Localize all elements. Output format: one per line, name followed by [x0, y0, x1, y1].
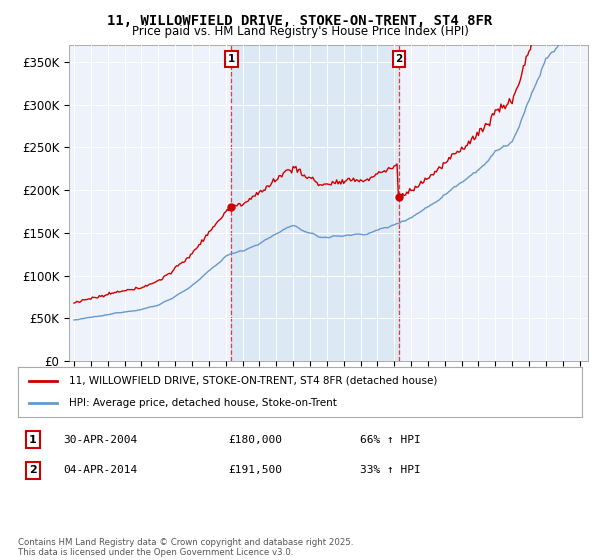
- Text: Price paid vs. HM Land Registry's House Price Index (HPI): Price paid vs. HM Land Registry's House …: [131, 25, 469, 38]
- Text: HPI: Average price, detached house, Stoke-on-Trent: HPI: Average price, detached house, Stok…: [69, 398, 337, 408]
- Text: 04-APR-2014: 04-APR-2014: [63, 465, 137, 475]
- Text: Contains HM Land Registry data © Crown copyright and database right 2025.
This d: Contains HM Land Registry data © Crown c…: [18, 538, 353, 557]
- Text: 30-APR-2004: 30-APR-2004: [63, 435, 137, 445]
- Text: 66% ↑ HPI: 66% ↑ HPI: [360, 435, 421, 445]
- Text: 2: 2: [29, 465, 37, 475]
- Text: £180,000: £180,000: [228, 435, 282, 445]
- Text: 2: 2: [395, 54, 403, 64]
- Text: £191,500: £191,500: [228, 465, 282, 475]
- Text: 33% ↑ HPI: 33% ↑ HPI: [360, 465, 421, 475]
- Text: 1: 1: [29, 435, 37, 445]
- Text: 1: 1: [227, 54, 235, 64]
- Text: 11, WILLOWFIELD DRIVE, STOKE-ON-TRENT, ST4 8FR (detached house): 11, WILLOWFIELD DRIVE, STOKE-ON-TRENT, S…: [69, 376, 437, 386]
- Text: 11, WILLOWFIELD DRIVE, STOKE-ON-TRENT, ST4 8FR: 11, WILLOWFIELD DRIVE, STOKE-ON-TRENT, S…: [107, 14, 493, 28]
- Bar: [231, 45, 399, 361]
